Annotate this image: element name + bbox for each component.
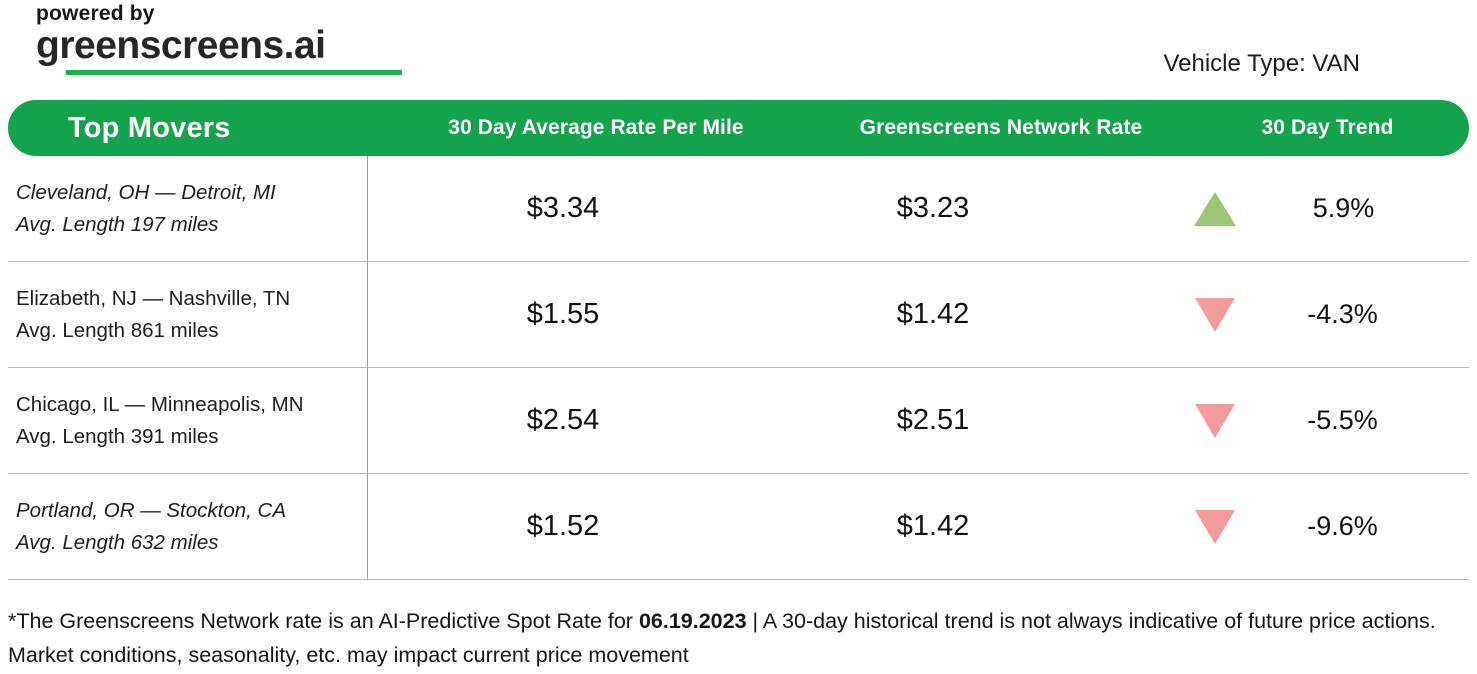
greenscreens-logo: powered by greenscreens.ai <box>36 2 402 75</box>
lane-name: Chicago, IL — Minneapolis, MN <box>16 392 304 416</box>
avg-rate-value: $1.52 <box>526 510 600 542</box>
trend-cell: -9.6% <box>1108 474 1469 579</box>
header-trend: 30 Day Trend <box>1261 116 1394 139</box>
disclaimer-text: *The Greenscreens Network rate is an AI-… <box>0 580 1468 673</box>
network-rate-value: $1.42 <box>896 510 970 542</box>
table-row: Chicago, IL — Minneapolis, MN Avg. Lengt… <box>8 368 1469 474</box>
lane-cell: Portland, OR — Stockton, CA Avg. Length … <box>8 474 368 579</box>
disclaimer-prefix: *The Greenscreens Network rate is an AI-… <box>8 609 639 633</box>
trend-percent: 5.9% <box>1312 193 1375 223</box>
lane-avg-length: Avg. Length 632 miles <box>16 530 219 554</box>
disclaimer-suffix: | A 30-day historical trend is not alway… <box>8 609 1436 668</box>
lane-cell: Elizabeth, NJ — Nashville, TN Avg. Lengt… <box>8 262 368 367</box>
lane-cell: Chicago, IL — Minneapolis, MN Avg. Lengt… <box>8 368 368 473</box>
lane-avg-length: Avg. Length 861 miles <box>16 318 219 342</box>
table-header-bar: Top Movers 30 Day Average Rate Per Mile … <box>8 100 1469 156</box>
lane-cell: Cleveland, OH — Detroit, MI Avg. Length … <box>8 156 368 261</box>
trend-percent: -4.3% <box>1307 299 1378 329</box>
lane-avg-length: Avg. Length 391 miles <box>16 424 219 448</box>
lane-name: Cleveland, OH — Detroit, MI <box>16 180 276 204</box>
trend-cell: -4.3% <box>1108 262 1469 367</box>
network-rate-value: $3.23 <box>896 192 970 224</box>
top-movers-table: Cleveland, OH — Detroit, MI Avg. Length … <box>8 156 1469 580</box>
table-row: Portland, OR — Stockton, CA Avg. Length … <box>8 474 1469 580</box>
powered-by-label: powered by <box>36 2 155 25</box>
avg-rate-value: $2.54 <box>526 404 600 436</box>
table-row: Cleveland, OH — Detroit, MI Avg. Length … <box>8 156 1469 262</box>
lane-name: Portland, OR — Stockton, CA <box>16 498 287 522</box>
header-top-movers: Top Movers <box>68 111 231 144</box>
network-rate-value: $1.42 <box>896 298 970 330</box>
network-rate-value: $2.51 <box>896 404 970 436</box>
trend-down-icon <box>1194 297 1235 332</box>
disclaimer-date: 06.19.2023 <box>638 609 747 633</box>
table-row: Elizabeth, NJ — Nashville, TN Avg. Lengt… <box>8 262 1469 368</box>
header-network-rate: Greenscreens Network Rate <box>859 116 1143 139</box>
trend-percent: -9.6% <box>1307 511 1378 541</box>
header-avg-rate: 30 Day Average Rate Per Mile <box>448 116 744 139</box>
lane-avg-length: Avg. Length 197 miles <box>16 212 219 236</box>
trend-cell: -5.5% <box>1108 368 1469 473</box>
vehicle-type-label: Vehicle Type: VAN <box>1163 50 1360 77</box>
top-bar: powered by greenscreens.ai Vehicle Type:… <box>0 0 1477 100</box>
lane-name: Elizabeth, NJ — Nashville, TN <box>16 286 291 310</box>
trend-down-icon <box>1194 509 1235 544</box>
logo-underline <box>66 69 402 75</box>
trend-percent: -5.5% <box>1307 405 1378 435</box>
avg-rate-value: $3.34 <box>526 192 600 224</box>
trend-up-icon <box>1193 191 1236 226</box>
logo-wordmark: greenscreens.ai <box>36 24 326 67</box>
avg-rate-value: $1.55 <box>526 298 600 330</box>
trend-cell: 5.9% <box>1108 156 1469 261</box>
trend-down-icon <box>1194 403 1235 438</box>
